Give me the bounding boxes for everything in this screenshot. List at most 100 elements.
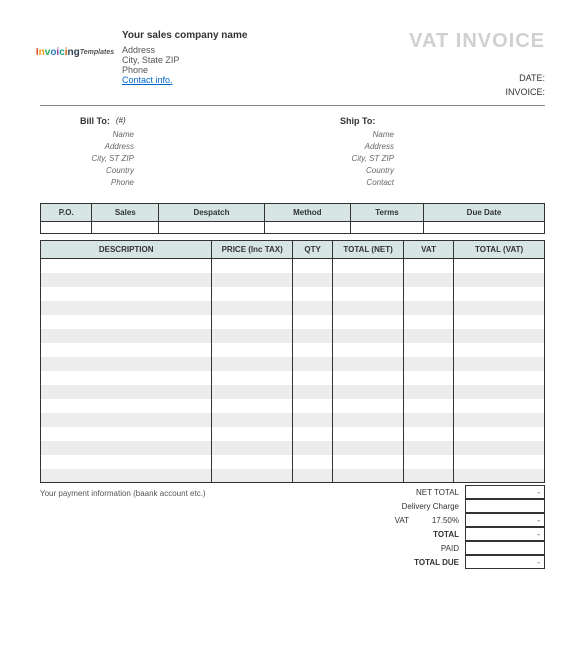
ship-to-value[interactable] [400,165,500,177]
item-cell[interactable] [333,427,404,441]
order-cell[interactable] [159,222,265,234]
item-cell[interactable] [454,469,545,483]
item-cell[interactable] [403,371,453,385]
item-cell[interactable] [403,441,453,455]
ship-to-value[interactable] [400,129,500,141]
item-cell[interactable] [41,357,212,371]
item-cell[interactable] [454,385,545,399]
item-cell[interactable] [41,315,212,329]
item-cell[interactable] [333,343,404,357]
item-cell[interactable] [403,259,453,273]
item-cell[interactable] [333,273,404,287]
bill-to-value[interactable] [140,129,240,141]
item-cell[interactable] [333,455,404,469]
item-cell[interactable] [403,469,453,483]
item-cell[interactable] [403,287,453,301]
item-cell[interactable] [41,287,212,301]
item-cell[interactable] [403,301,453,315]
item-cell[interactable] [212,343,293,357]
item-cell[interactable] [403,427,453,441]
item-cell[interactable] [333,399,404,413]
item-cell[interactable] [333,413,404,427]
item-cell[interactable] [454,441,545,455]
item-cell[interactable] [454,413,545,427]
item-cell[interactable] [333,357,404,371]
item-cell[interactable] [293,301,333,315]
item-cell[interactable] [212,329,293,343]
item-cell[interactable] [333,469,404,483]
item-cell[interactable] [403,385,453,399]
item-cell[interactable] [403,315,453,329]
item-cell[interactable] [454,371,545,385]
item-cell[interactable] [41,441,212,455]
item-cell[interactable] [212,441,293,455]
item-cell[interactable] [454,399,545,413]
item-cell[interactable] [293,441,333,455]
item-cell[interactable] [293,357,333,371]
item-cell[interactable] [454,259,545,273]
item-cell[interactable] [293,469,333,483]
item-cell[interactable] [212,315,293,329]
item-cell[interactable] [454,301,545,315]
order-cell[interactable] [264,222,350,234]
item-cell[interactable] [454,315,545,329]
item-cell[interactable] [333,329,404,343]
order-cell[interactable] [92,222,159,234]
item-cell[interactable] [41,427,212,441]
order-cell[interactable] [350,222,423,234]
item-cell[interactable] [41,413,212,427]
item-cell[interactable] [403,273,453,287]
item-cell[interactable] [403,455,453,469]
item-cell[interactable] [293,315,333,329]
item-cell[interactable] [333,371,404,385]
item-cell[interactable] [333,441,404,455]
item-cell[interactable] [454,287,545,301]
item-cell[interactable] [41,329,212,343]
item-cell[interactable] [212,287,293,301]
item-cell[interactable] [41,259,212,273]
ship-to-value[interactable] [400,153,500,165]
item-cell[interactable] [454,357,545,371]
item-cell[interactable] [212,469,293,483]
bill-to-value[interactable] [140,177,240,189]
bill-to-value[interactable] [140,165,240,177]
ship-to-value[interactable] [400,141,500,153]
bill-to-value[interactable] [140,141,240,153]
item-cell[interactable] [293,385,333,399]
item-cell[interactable] [212,385,293,399]
item-cell[interactable] [293,455,333,469]
item-cell[interactable] [212,399,293,413]
item-cell[interactable] [293,399,333,413]
contact-link[interactable]: Contact info. [122,75,173,85]
item-cell[interactable] [293,427,333,441]
item-cell[interactable] [403,413,453,427]
item-cell[interactable] [212,371,293,385]
item-cell[interactable] [41,455,212,469]
item-cell[interactable] [41,273,212,287]
item-cell[interactable] [293,343,333,357]
item-cell[interactable] [41,385,212,399]
item-cell[interactable] [41,371,212,385]
bill-to-value[interactable] [140,153,240,165]
item-cell[interactable] [212,357,293,371]
item-cell[interactable] [41,469,212,483]
order-cell[interactable] [41,222,92,234]
item-cell[interactable] [41,343,212,357]
item-cell[interactable] [403,343,453,357]
item-cell[interactable] [212,455,293,469]
item-cell[interactable] [454,273,545,287]
item-cell[interactable] [333,385,404,399]
item-cell[interactable] [333,301,404,315]
item-cell[interactable] [212,301,293,315]
item-cell[interactable] [454,329,545,343]
item-cell[interactable] [403,357,453,371]
item-cell[interactable] [454,427,545,441]
item-cell[interactable] [333,315,404,329]
item-cell[interactable] [293,371,333,385]
item-cell[interactable] [454,455,545,469]
item-cell[interactable] [403,399,453,413]
order-cell[interactable] [424,222,545,234]
item-cell[interactable] [41,399,212,413]
item-cell[interactable] [293,329,333,343]
ship-to-value[interactable] [400,177,500,189]
